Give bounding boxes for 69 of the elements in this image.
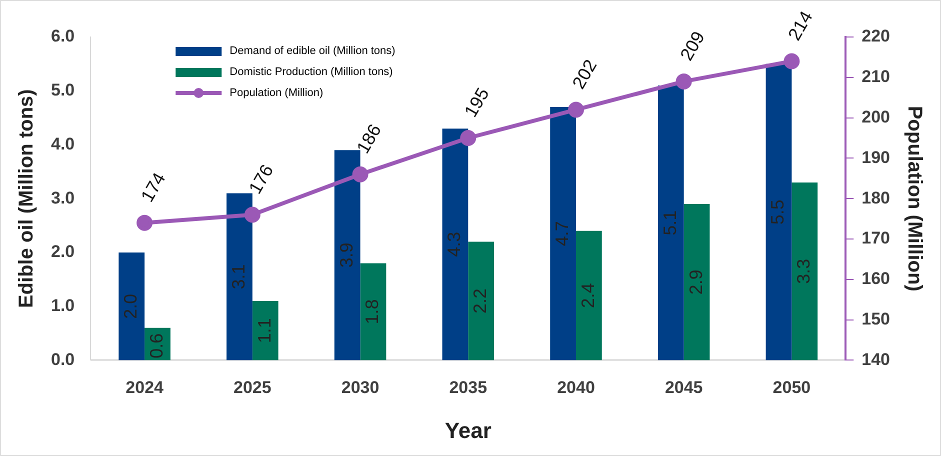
y-tick-label: 4.0 <box>50 134 75 154</box>
legend-label: Domistic Production (Million tons) <box>230 66 393 78</box>
point <box>460 130 476 146</box>
data-label: 186 <box>352 120 386 157</box>
x-axis-title: Year <box>444 418 492 443</box>
y-tick-label: 0.0 <box>50 350 75 369</box>
data-label: 202 <box>568 56 601 92</box>
y-tick-label: 3.0 <box>50 188 75 208</box>
bar <box>766 64 792 360</box>
bar <box>792 182 818 360</box>
point <box>676 73 692 90</box>
x-tick-label: 2025 <box>234 378 272 398</box>
bar <box>468 242 494 360</box>
data-label: 2.9 <box>686 270 706 295</box>
y-tick-label: 5.0 <box>50 80 75 100</box>
data-label: 1.1 <box>254 318 274 344</box>
y2-tick-label: 200 <box>862 107 890 126</box>
x-tick-label: 2045 <box>664 378 703 398</box>
y2-tick-label: 160 <box>862 269 890 288</box>
data-label: 2.4 <box>578 283 598 308</box>
y2-tick-label: 170 <box>862 228 890 248</box>
bar <box>360 263 386 360</box>
y2-tick-label: 140 <box>862 350 890 369</box>
point <box>244 206 260 223</box>
point <box>352 166 368 182</box>
y-tick-label: 6.0 <box>50 26 75 46</box>
bar <box>226 193 252 360</box>
x-tick-label: 2030 <box>341 378 380 398</box>
y-axis-title: Edible oil (Million tons) <box>16 89 38 308</box>
data-label: 2.0 <box>120 294 141 319</box>
data-label: 214 <box>784 8 816 44</box>
data-label: 3.9 <box>336 242 356 268</box>
point <box>784 53 800 70</box>
data-label: 0.6 <box>146 333 166 358</box>
point <box>568 102 584 118</box>
point <box>136 214 153 231</box>
data-label: 176 <box>244 161 278 198</box>
x-tick-label: 2050 <box>772 378 811 398</box>
data-label: 195 <box>460 84 493 120</box>
data-label: 4.3 <box>444 232 464 257</box>
y2-tick-label: 190 <box>862 148 890 167</box>
x-tick-label: 2035 <box>449 378 488 398</box>
legend-label: Population (Million) <box>230 87 324 100</box>
data-label: 1.8 <box>362 299 382 324</box>
data-label: 5.1 <box>660 210 680 236</box>
bar <box>442 128 468 360</box>
y2-tick-label: 180 <box>862 188 890 208</box>
y2-tick-label: 150 <box>862 309 890 328</box>
data-label: 3.3 <box>794 258 814 284</box>
data-label: 5.5 <box>768 200 788 225</box>
legend-label: Demand of edible oil (Million tons) <box>230 45 396 58</box>
data-label: 174 <box>137 169 170 206</box>
data-label: 209 <box>676 28 709 64</box>
x-tick-label: 2040 <box>557 378 595 398</box>
data-label: 4.7 <box>552 221 572 246</box>
data-label: 2.2 <box>470 288 490 314</box>
data-label: 3.1 <box>228 264 248 290</box>
x-tick-label: 2024 <box>126 378 164 398</box>
y2-tick-label: 210 <box>862 67 890 86</box>
bar <box>658 85 684 360</box>
y-tick-label: 2.0 <box>50 242 75 262</box>
y2-axis-title: Population (Million) <box>903 106 926 292</box>
bar <box>118 252 145 360</box>
y2-tick-label: 220 <box>862 26 890 46</box>
bar <box>550 107 576 360</box>
bar <box>684 204 710 360</box>
bar <box>576 230 602 360</box>
bar <box>252 300 278 360</box>
y-tick-label: 1.0 <box>50 296 75 316</box>
